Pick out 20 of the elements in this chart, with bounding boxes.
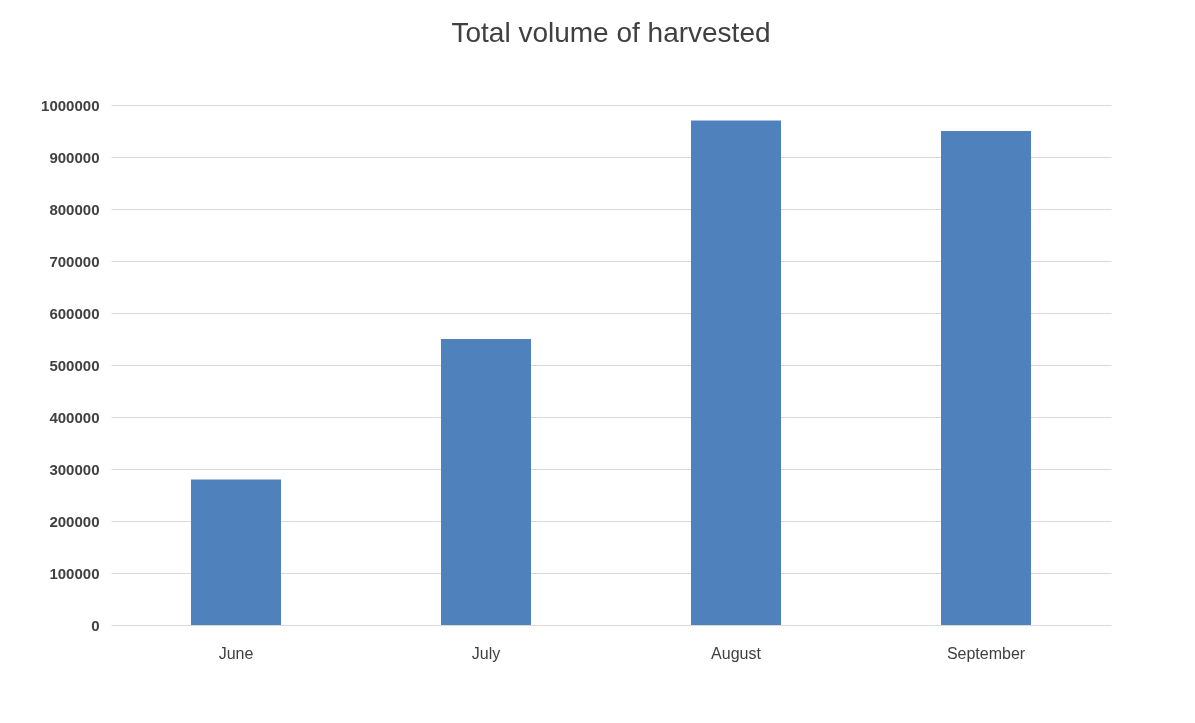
y-tick-label: 400000 [49, 408, 100, 426]
bar [191, 479, 281, 625]
y-tick-label: 1000000 [41, 96, 100, 114]
y-tick-label: 100000 [49, 564, 100, 582]
y-tick-label: 200000 [49, 512, 100, 530]
y-tick-label: 300000 [49, 460, 100, 478]
bar [941, 131, 1031, 625]
y-tick-label: 700000 [49, 252, 100, 270]
x-tick-label: June [218, 644, 254, 662]
bar [441, 339, 531, 625]
chart-title: Total volume of harvested [451, 17, 771, 48]
x-tick-label: July [471, 644, 501, 662]
y-tick-label: 500000 [49, 356, 100, 374]
y-tick-label: 900000 [49, 148, 100, 166]
x-tick-label: August [711, 644, 762, 662]
x-tick-label: September [946, 644, 1026, 662]
y-tick-label: 800000 [49, 200, 100, 218]
y-tick-label: 0 [91, 616, 100, 634]
bar [691, 120, 781, 625]
y-tick-label: 600000 [49, 304, 100, 322]
